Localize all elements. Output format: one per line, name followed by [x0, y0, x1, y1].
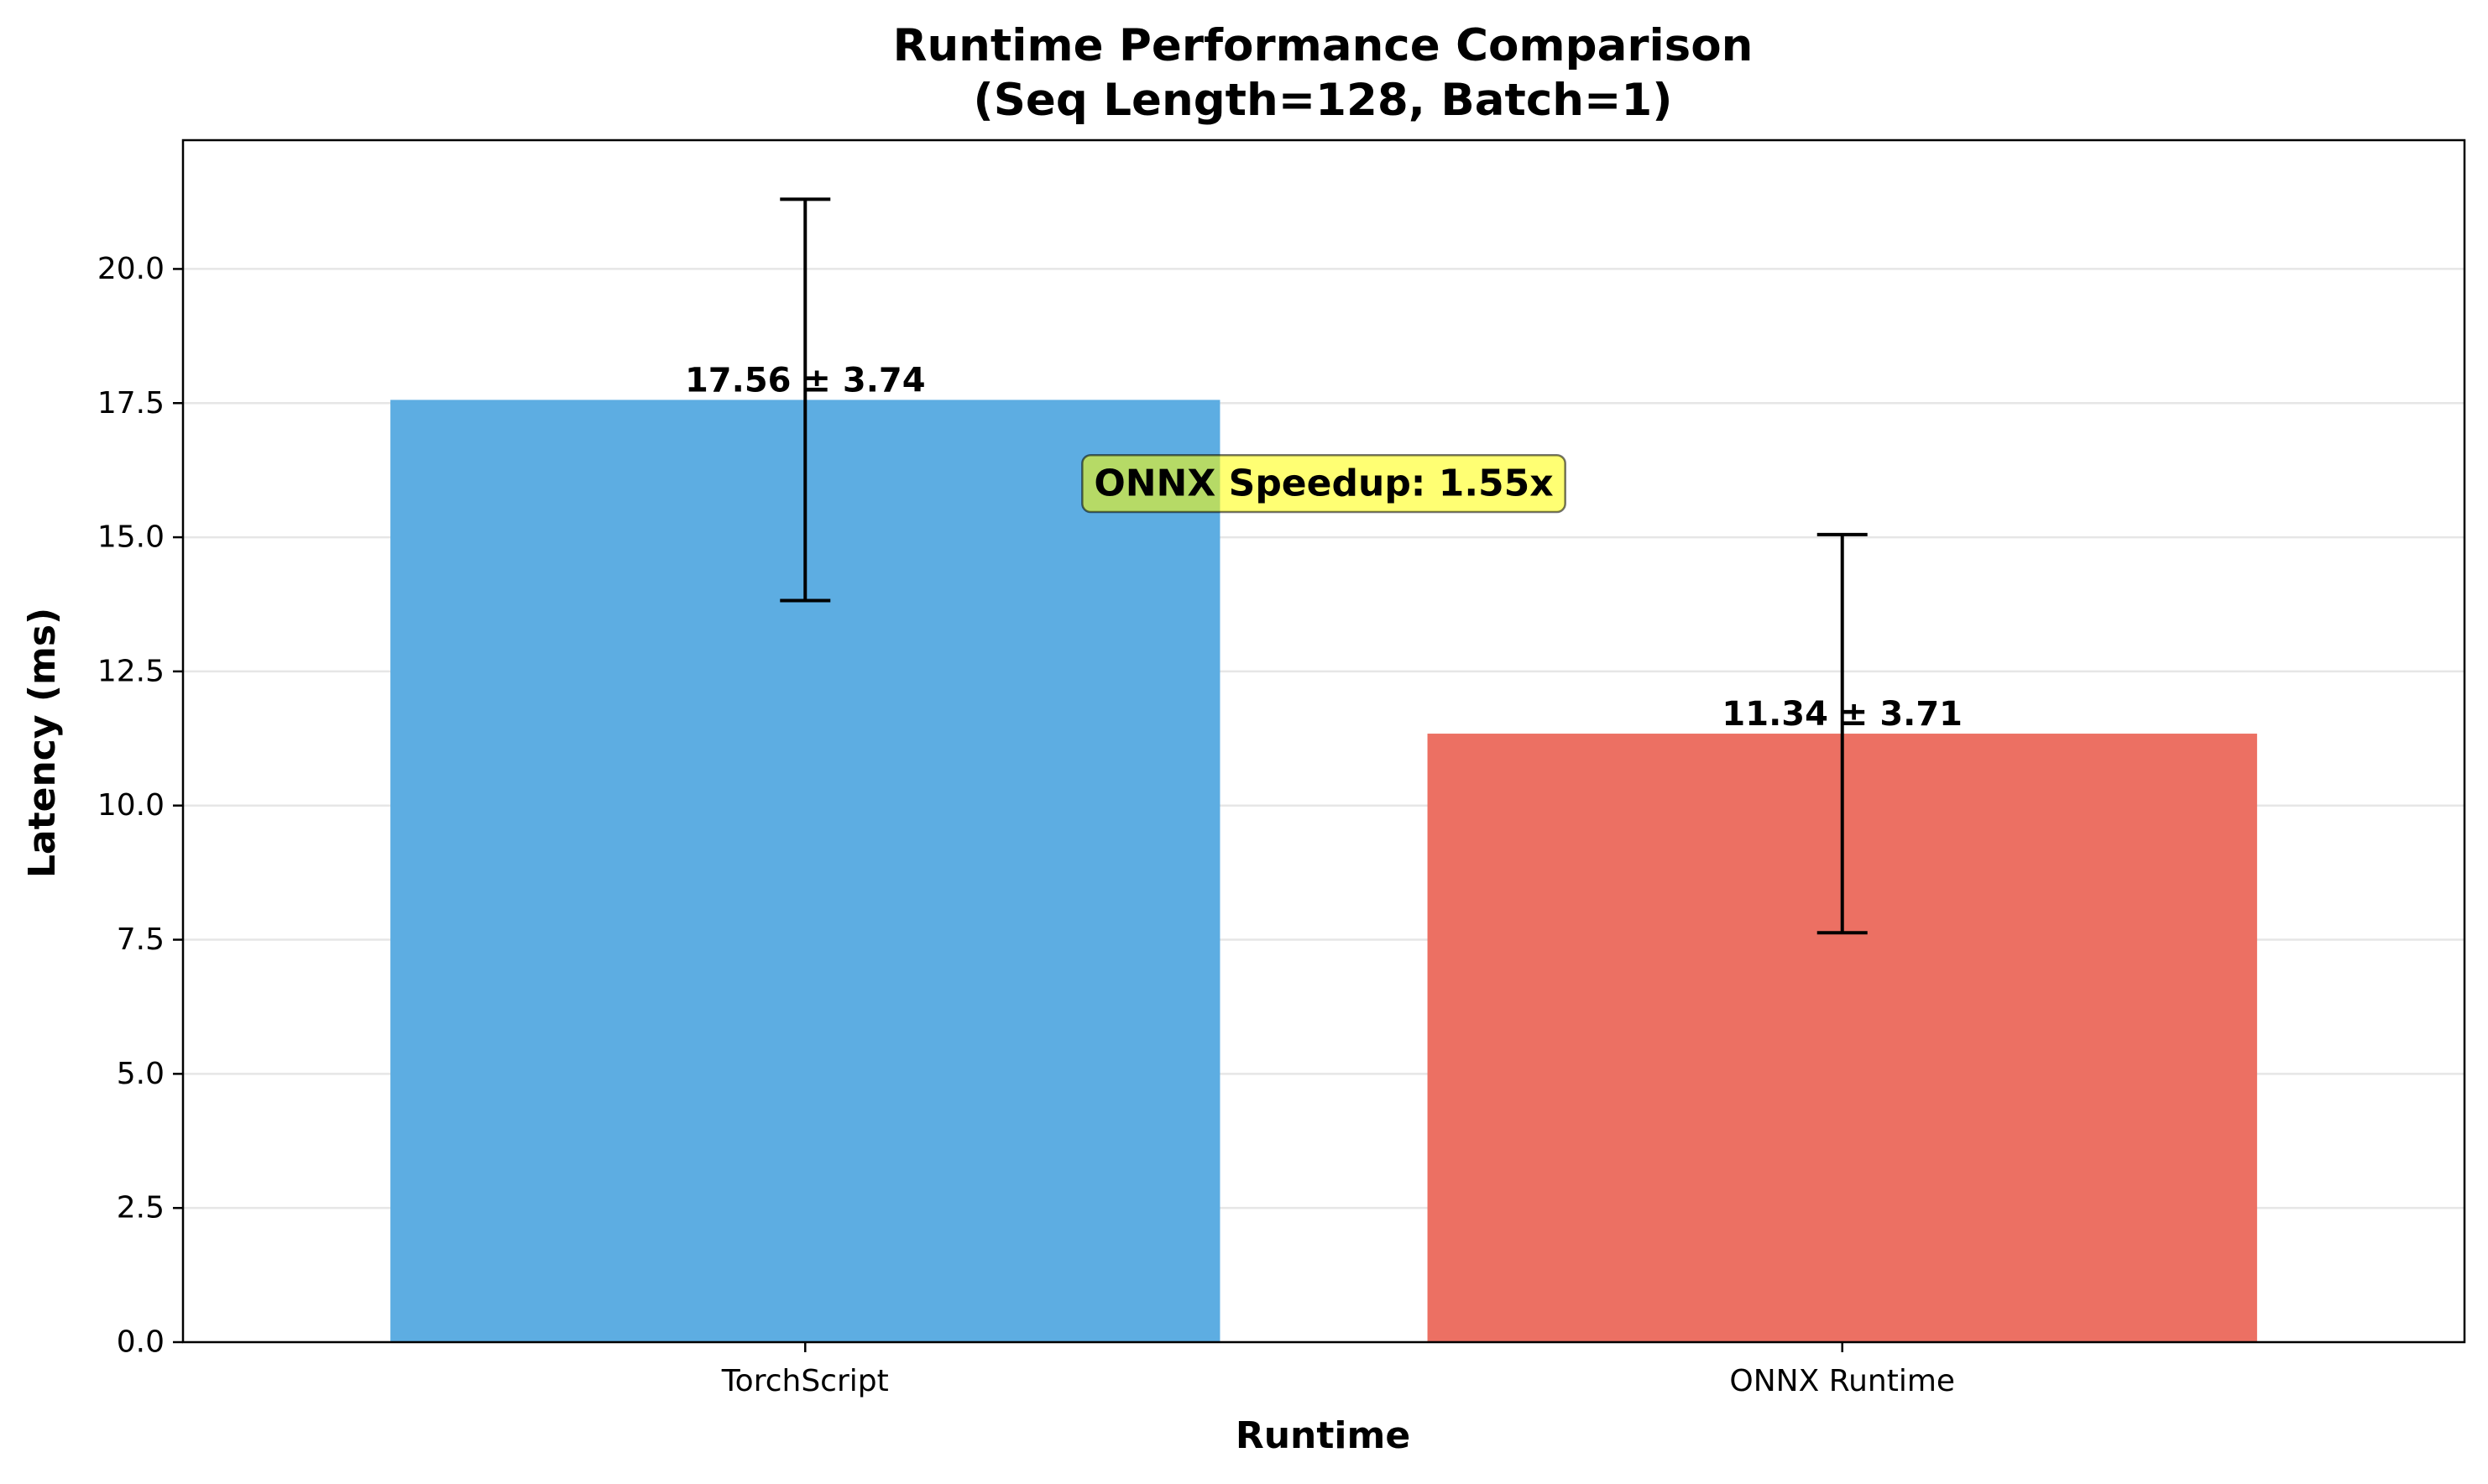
y-tick-label: 12.5: [97, 654, 165, 688]
y-tick-label: 15.0: [97, 520, 165, 555]
y-tick-label: 7.5: [117, 922, 165, 957]
y-axis-label: Latency (ms): [21, 608, 64, 878]
x-axis-label: Runtime: [1236, 1414, 1410, 1457]
y-tick-label: 0.0: [117, 1325, 165, 1360]
x-tick-label: TorchScript: [721, 1364, 889, 1398]
y-tick-label: 17.5: [97, 386, 165, 421]
y-tick-label: 10.0: [97, 788, 165, 823]
x-tick-label: ONNX Runtime: [1729, 1364, 1955, 1398]
y-tick-label: 5.0: [117, 1057, 165, 1091]
chart-title-line-1: Runtime Performance Comparison: [893, 20, 1754, 71]
axes: 0.0 2.5 5.0 7.5 10.0 12.5 15.0 17.5 20.0 TorchScr…: [97, 138, 2466, 1398]
y-tick-label: 2.5: [117, 1191, 165, 1225]
y-tick-label: 20.0: [97, 252, 165, 286]
chart-title-line-2: (Seq Length=128, Batch=1): [974, 75, 1673, 126]
speedup-annotation-text: ONNX Speedup: 1.55x: [1094, 462, 1553, 505]
plot-frame: [181, 138, 2466, 1344]
speedup-annotation-box: [1081, 453, 1566, 514]
